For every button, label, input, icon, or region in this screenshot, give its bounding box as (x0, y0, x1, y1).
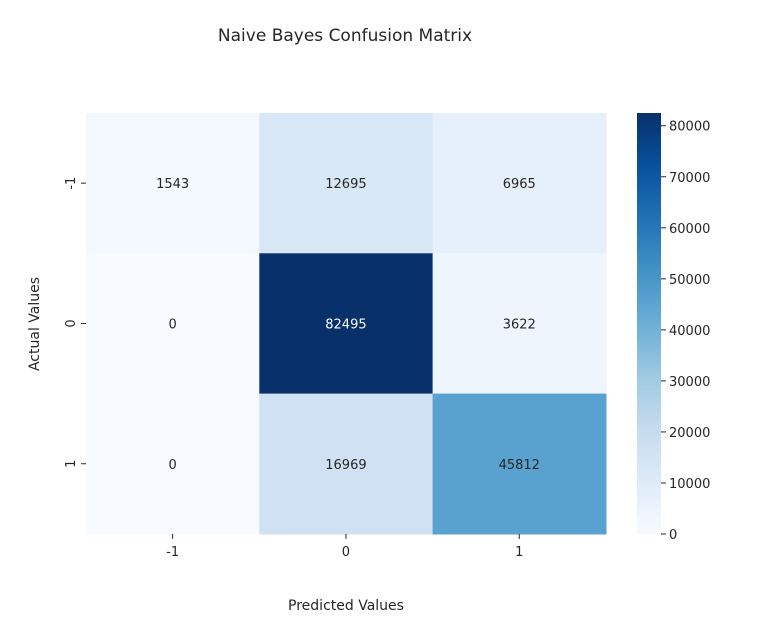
chart-title: Naive Bayes Confusion Matrix (218, 26, 472, 46)
colorbar-ticks: 0 10000 20000 30000 40000 50000 60000 70000 8000… (661, 120, 710, 543)
colorbar-tick-label-6: 60000 (669, 222, 710, 237)
colorbar-tick-label-1: 10000 (669, 477, 710, 492)
cell-value-r0-c1: 12695 (325, 177, 366, 192)
y-tick-label-2: 1 (64, 460, 79, 468)
x-tick-label-2: 1 (515, 545, 523, 560)
x-axis: -1 0 1 (166, 533, 523, 560)
y-tick-label-1: 0 (64, 319, 79, 327)
heatmap-cell-r0-c1 (259, 113, 434, 254)
colorbar: 0 10000 20000 30000 40000 50000 60000 70000 8000… (637, 113, 710, 543)
colorbar-tick-label-4: 40000 (669, 324, 710, 339)
colorbar-tick-label-5: 50000 (669, 273, 710, 288)
heatmap-cell-r0-c2 (432, 113, 607, 254)
cell-value-r2-c0: 0 (169, 458, 177, 473)
heatmap-cell-labels: 1543 12695 6965 0 82495 3622 0 16969 45812 (156, 177, 540, 473)
colorbar-tick-label-8: 80000 (669, 120, 710, 135)
heatmap-cell-r0-c0 (86, 113, 260, 254)
y-tick-label-0: -1 (64, 177, 79, 190)
heatmap-cell-r1-c2 (432, 253, 607, 395)
x-tick-label-1: 0 (342, 545, 350, 560)
cell-value-r1-c1: 82495 (325, 317, 366, 332)
x-axis-label: Predicted Values (288, 598, 404, 614)
cell-value-r1-c2: 3622 (503, 317, 536, 332)
x-tick-label-0: -1 (166, 545, 179, 560)
heatmap-cell-r2-c1 (259, 393, 434, 535)
colorbar-tick-label-7: 70000 (669, 171, 710, 186)
cell-value-r2-c1: 16969 (325, 458, 366, 473)
heatmap-cell-r2-c0 (86, 393, 260, 535)
heatmap-cells (86, 113, 607, 535)
colorbar-gradient (637, 113, 661, 534)
cell-value-r1-c0: 0 (169, 317, 177, 332)
heatmap-cell-r2-c2 (432, 393, 607, 535)
y-axis-label: Actual Values (27, 277, 43, 371)
cell-value-r0-c2: 6965 (503, 177, 536, 192)
cell-value-r0-c0: 1543 (156, 177, 189, 192)
colorbar-tick-label-3: 30000 (669, 375, 710, 390)
heatmap-cell-r1-c0 (86, 253, 260, 395)
cell-value-r2-c2: 45812 (499, 458, 540, 473)
y-axis: -1 0 1 (64, 177, 86, 468)
colorbar-tick-label-2: 20000 (669, 426, 710, 441)
colorbar-tick-label-0: 0 (669, 528, 677, 543)
heatmap-cell-r1-c1 (259, 253, 434, 395)
